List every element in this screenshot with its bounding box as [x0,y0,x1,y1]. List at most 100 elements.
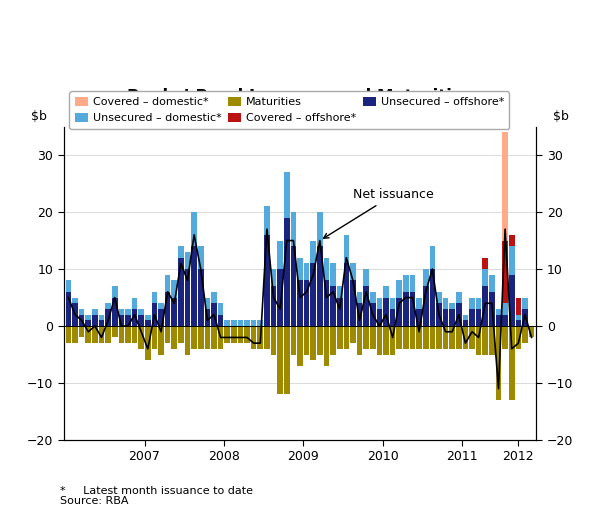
Bar [403,326,409,349]
Bar [119,326,124,343]
Bar [218,315,223,326]
Bar [522,326,528,343]
Bar [416,298,422,309]
Bar [482,258,488,269]
Bar [350,263,356,280]
Bar [350,326,356,343]
Bar [370,303,376,326]
Text: *     Latest month issuance to date: * Latest month issuance to date [60,486,253,496]
Text: $b: $b [31,110,47,123]
Bar [430,246,435,269]
Bar [430,269,435,326]
Bar [416,309,422,326]
Bar [125,315,131,326]
Bar [290,246,296,326]
Bar [330,286,336,326]
Bar [139,315,144,326]
Bar [257,326,263,349]
Bar [132,309,137,326]
Bar [515,315,521,320]
Bar [264,235,270,326]
Bar [79,309,85,315]
Bar [92,326,98,343]
Bar [310,326,316,360]
Bar [403,275,409,292]
Bar [416,326,422,349]
Bar [85,315,91,320]
Bar [290,326,296,355]
Bar [476,309,481,326]
Bar [410,275,415,292]
Bar [271,286,277,326]
Bar [178,326,184,343]
Bar [211,326,217,349]
Bar [172,280,177,298]
Bar [357,292,362,303]
Bar [106,309,111,326]
Bar [145,315,151,320]
Bar [502,303,508,315]
Bar [158,309,164,326]
Bar [515,326,521,349]
Bar [297,258,303,280]
Bar [476,326,481,355]
Bar [98,320,104,326]
Bar [496,315,502,326]
Title: Banks’ Bond Issuance and Maturities: Banks’ Bond Issuance and Maturities [127,88,473,105]
Bar [410,292,415,326]
Bar [330,263,336,286]
Bar [158,326,164,355]
Bar [284,218,290,326]
Bar [145,320,151,326]
Bar [125,326,131,343]
Bar [476,298,481,309]
Bar [423,286,428,326]
Bar [482,269,488,286]
Bar [515,320,521,326]
Bar [257,320,263,326]
Bar [456,326,461,349]
Bar [119,315,124,326]
Bar [344,326,349,349]
Bar [72,303,78,326]
Bar [436,326,442,349]
Bar [112,286,118,298]
Bar [323,258,329,280]
Bar [482,326,488,355]
Bar [496,309,502,315]
Bar [390,298,395,309]
Bar [323,280,329,326]
Bar [79,315,85,326]
Bar [251,320,256,326]
Bar [92,309,98,315]
Bar [337,326,343,349]
Bar [377,326,382,355]
Bar [489,275,494,292]
Bar [509,246,515,275]
Bar [489,326,494,355]
Text: Net issuance: Net issuance [323,188,434,238]
Bar [119,309,124,315]
Bar [185,269,190,326]
Bar [482,286,488,326]
Text: Source: RBA: Source: RBA [60,496,128,506]
Bar [158,303,164,309]
Bar [330,326,336,355]
Bar [172,326,177,349]
Bar [317,246,323,326]
Bar [370,326,376,349]
Bar [357,326,362,355]
Bar [152,303,157,326]
Bar [397,298,402,326]
Bar [364,326,369,349]
Bar [125,309,131,315]
Bar [449,303,455,309]
Bar [403,292,409,326]
Bar [185,252,190,269]
Bar [112,326,118,337]
Bar [469,309,475,326]
Bar [271,269,277,286]
Bar [390,309,395,326]
Bar [496,326,502,400]
Bar [430,326,435,349]
